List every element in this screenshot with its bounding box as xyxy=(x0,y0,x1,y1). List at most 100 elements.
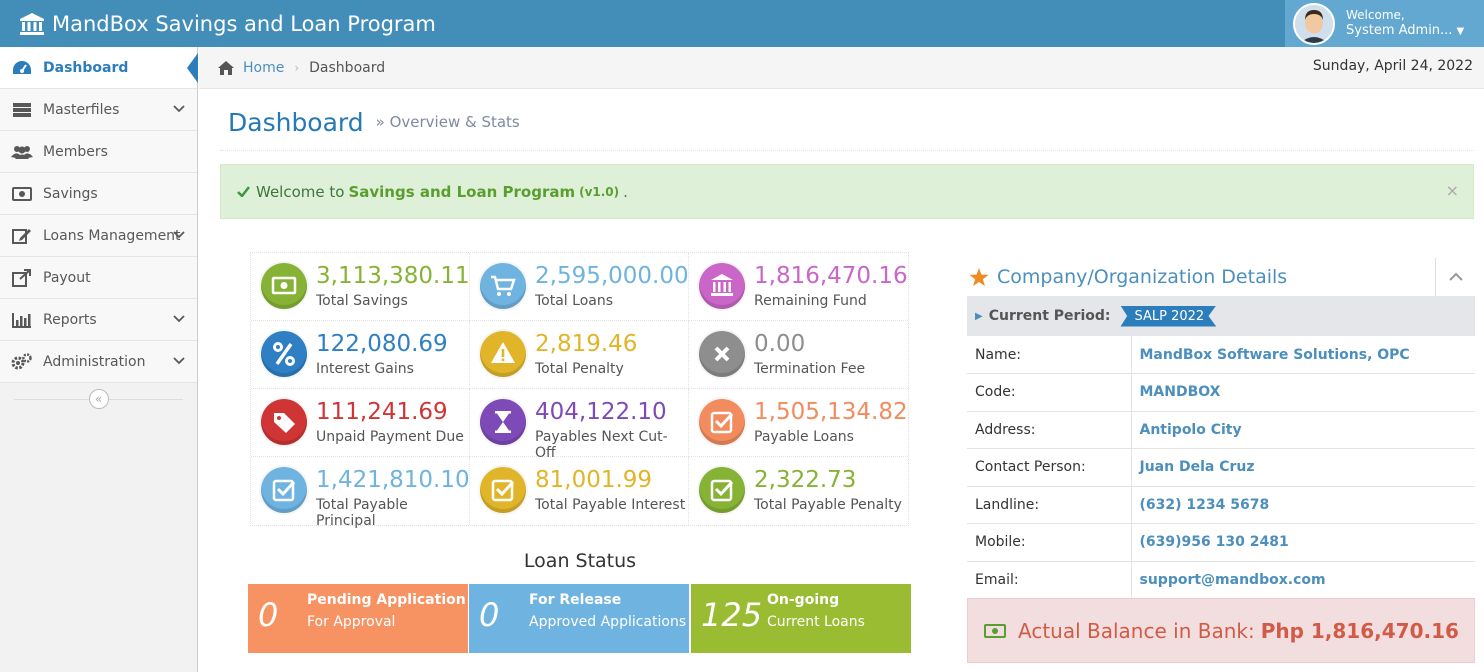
page-header: Dashboard » Overview & Stats xyxy=(220,94,1474,151)
stat-value: 1,816,470.16 xyxy=(754,263,908,289)
table-row: Email: support@mandbox.com xyxy=(967,561,1475,599)
sidebar-item-reports[interactable]: Reports xyxy=(0,299,197,341)
detail-key: Contact Person: xyxy=(967,448,1132,487)
close-icon[interactable]: × xyxy=(1445,181,1459,200)
top-navbar: MandBox Savings and Loan Program Welcome… xyxy=(0,0,1484,47)
sidebar-item-loans-management[interactable]: Loans Management xyxy=(0,215,197,257)
user-greeting: Welcome, System Admin... ▼ xyxy=(1346,7,1464,40)
sidebar-item-savings[interactable]: Savings xyxy=(0,173,197,215)
stat-total-payable-penalty: 2,322.73 Total Payable Penalty xyxy=(689,457,908,525)
collapse-widget-button[interactable] xyxy=(1435,258,1475,296)
bar-chart-icon xyxy=(11,311,33,329)
stat-total-payable-principal: 1,421,810.10 Total Payable Principal xyxy=(251,457,470,529)
stats-grid: 3,113,380.11 Total Savings 2,595,000.00 … xyxy=(250,252,909,529)
app-title: MandBox Savings and Loan Program xyxy=(52,11,436,36)
user-name-text: System Admin... xyxy=(1346,23,1453,38)
current-period-bar: ▶ Current Period: SALP 2022 xyxy=(967,296,1475,336)
page-title: Dashboard xyxy=(228,107,364,137)
sidebar-item-dashboard[interactable]: Dashboard xyxy=(0,47,198,89)
breadcrumb: Home › Dashboard Sunday, April 24, 2022 xyxy=(199,47,1484,89)
stat-label: Total Penalty xyxy=(535,361,624,377)
chevron-down-icon xyxy=(173,315,185,323)
sidebar-item-members[interactable]: Members xyxy=(0,131,197,173)
check-square-icon xyxy=(699,399,745,445)
stat-value: 2,819.46 xyxy=(535,331,638,357)
home-icon xyxy=(218,60,234,75)
tags-icon xyxy=(261,399,307,445)
loan-status-for-release[interactable]: 0 For Release Approved Applications xyxy=(469,584,689,653)
alert-version: (v1.0) xyxy=(579,184,620,199)
stat-unpaid-payment-due: 111,241.69 Unpaid Payment Due xyxy=(251,389,470,457)
sidebar-item-masterfiles[interactable]: Masterfiles xyxy=(0,89,197,131)
balance-value: Php 1,816,470.16 xyxy=(1260,618,1459,643)
detail-value: support@mandbox.com xyxy=(1131,561,1475,599)
sidebar-item-payout[interactable]: Payout xyxy=(0,257,197,299)
bank-icon xyxy=(699,263,745,309)
alert-prefix: Welcome to xyxy=(256,182,345,201)
loan-box-title: Pending Application xyxy=(307,592,466,608)
detail-key: Name: xyxy=(967,336,1132,374)
stat-label: Total Loans xyxy=(535,293,614,309)
stat-value: 404,122.10 xyxy=(535,399,667,425)
sidebar-collapse-button[interactable]: « xyxy=(88,389,109,409)
stat-total-payable-interest: 81,001.99 Total Payable Interest xyxy=(470,457,689,525)
cart-icon xyxy=(480,263,526,309)
chevron-down-icon xyxy=(173,231,185,239)
sidebar-item-label: Dashboard xyxy=(43,59,129,76)
detail-value: Juan Dela Cruz xyxy=(1131,448,1475,487)
sidebar-item-label: Loans Management xyxy=(43,227,181,244)
loan-status-ongoing[interactable]: 125 On-going Current Loans xyxy=(691,584,911,653)
sidebar-item-label: Payout xyxy=(43,269,91,286)
table-row: Contact Person: Juan Dela Cruz xyxy=(967,448,1475,487)
table-row: Address: Antipolo City xyxy=(967,411,1475,449)
money-icon xyxy=(261,263,307,309)
stat-total-loans: 2,595,000.00 Total Loans xyxy=(470,253,689,321)
stat-label: Total Payable Principal xyxy=(316,497,408,529)
bank-balance-alert: Actual Balance in Bank: Php 1,816,470.16 xyxy=(967,598,1475,663)
stat-label: Total Savings xyxy=(316,293,408,309)
stat-label: Termination Fee xyxy=(754,361,866,377)
loan-box-subtitle: Current Loans xyxy=(767,614,865,630)
detail-value: MandBox Software Solutions, OPC xyxy=(1131,336,1475,374)
external-link-icon xyxy=(11,268,33,287)
stat-label: Interest Gains xyxy=(316,361,414,377)
stat-value: 111,241.69 xyxy=(316,399,448,425)
current-date: Sunday, April 24, 2022 xyxy=(1312,58,1473,74)
stat-value: 0.00 xyxy=(754,331,806,357)
users-icon xyxy=(11,143,33,161)
loan-count: 0 xyxy=(258,596,279,634)
x-icon xyxy=(699,331,745,377)
page-subtitle: » Overview & Stats xyxy=(375,113,520,131)
breadcrumb-home-link[interactable]: Home xyxy=(243,59,285,76)
detail-value: MANDBOX xyxy=(1131,373,1475,412)
stat-label: Unpaid Payment Due xyxy=(316,429,464,445)
stat-label: Remaining Fund xyxy=(754,293,867,309)
stat-payable-loans: 1,505,134.82 Payable Loans xyxy=(689,389,908,457)
app-brand[interactable]: MandBox Savings and Loan Program xyxy=(20,0,436,47)
detail-key: Address: xyxy=(967,411,1132,449)
warning-icon xyxy=(480,331,526,377)
detail-key: Code: xyxy=(967,373,1132,412)
detail-value: Antipolo City xyxy=(1131,411,1475,449)
stat-value: 2,595,000.00 xyxy=(535,263,689,289)
check-icon xyxy=(237,186,250,197)
stat-value: 2,322.73 xyxy=(754,467,857,493)
sidebar-item-administration[interactable]: Administration xyxy=(0,341,197,383)
table-row: Mobile: (639)956 130 2481 xyxy=(967,523,1475,562)
stat-value: 3,113,380.11 xyxy=(316,263,470,289)
alert-app-name: Savings and Loan Program xyxy=(348,182,576,201)
edit-icon xyxy=(11,227,33,245)
loan-status-pending[interactable]: 0 Pending Application For Approval xyxy=(248,584,468,653)
percent-icon xyxy=(261,331,307,377)
loan-box-title: On-going xyxy=(767,592,840,608)
gears-icon xyxy=(11,352,33,371)
loan-count: 0 xyxy=(479,596,500,634)
detail-key: Mobile: xyxy=(967,523,1132,562)
table-row: Name: MandBox Software Solutions, OPC xyxy=(967,336,1475,374)
check-square-icon xyxy=(699,467,745,513)
stat-remaining-fund: 1,816,470.16 Remaining Fund xyxy=(689,253,908,321)
company-widget-title: Company/Organization Details xyxy=(997,266,1288,288)
loan-status-title: Loan Status xyxy=(523,550,637,572)
hourglass-icon xyxy=(480,399,526,445)
user-menu[interactable]: Welcome, System Admin... ▼ xyxy=(1285,0,1484,47)
